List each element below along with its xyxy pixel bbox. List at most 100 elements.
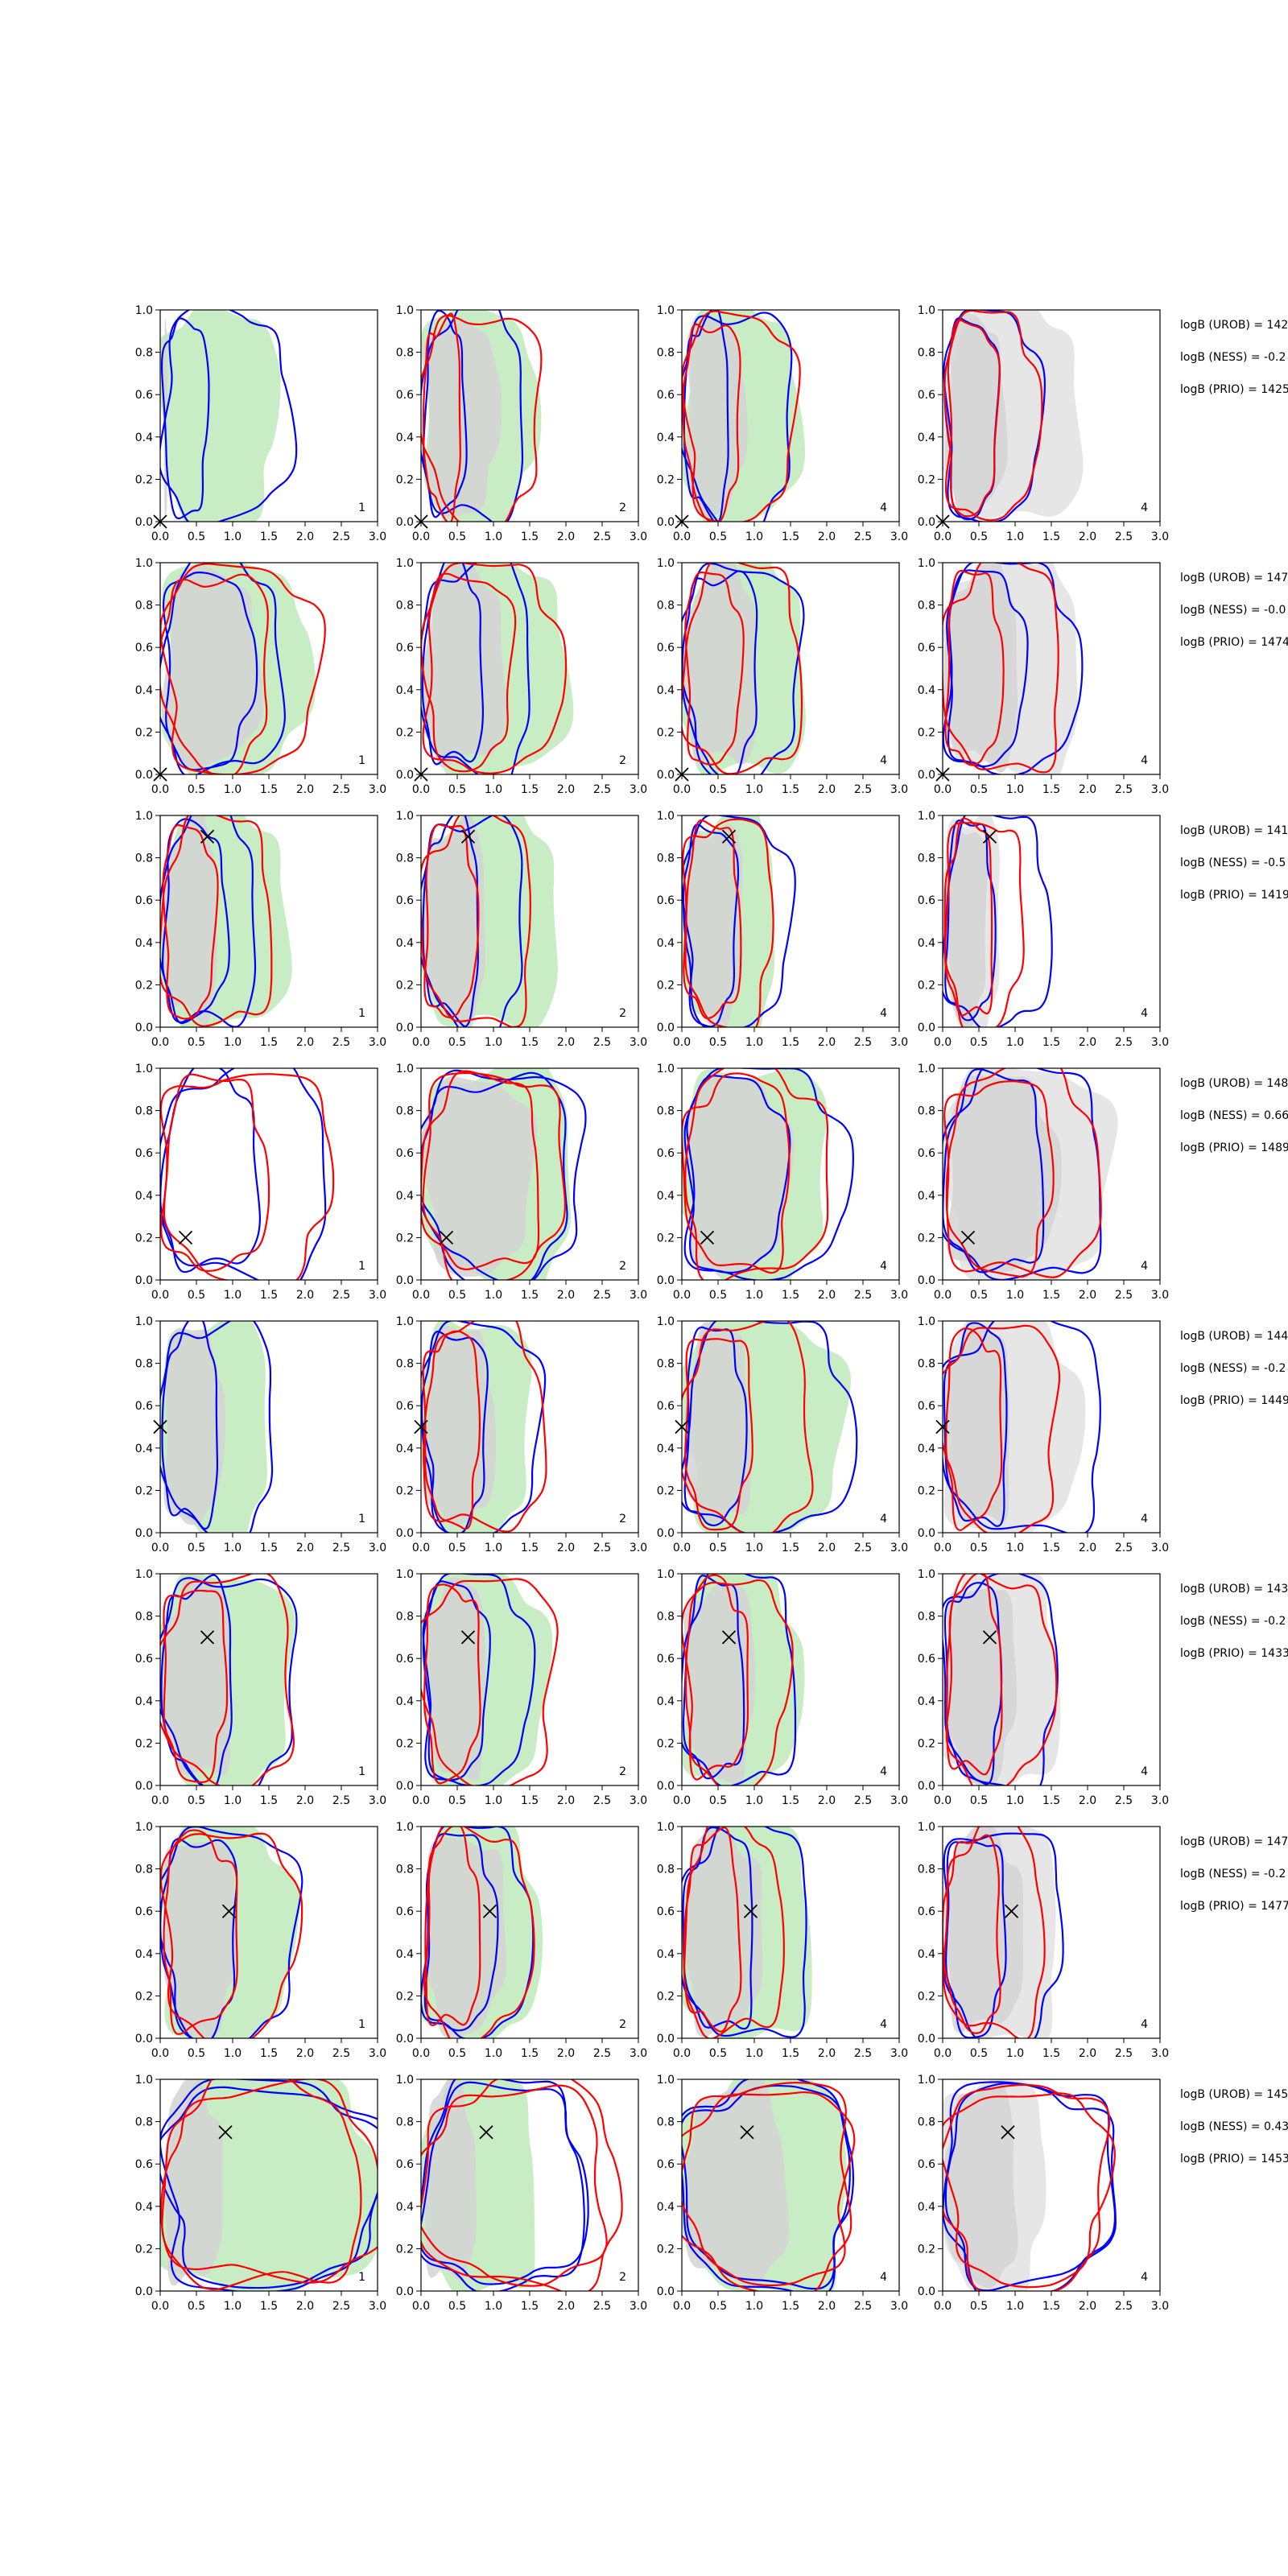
x-tick-label: 0.0	[673, 1036, 691, 1049]
y-tick-label: 0.8	[918, 1864, 935, 1876]
x-tick-label: 0.5	[709, 1542, 727, 1554]
red-contour-outer	[683, 1827, 785, 2038]
grey-density-region	[683, 1322, 751, 1525]
x-tick-label: 1.5	[521, 783, 539, 796]
y-tick-label: 0.4	[396, 1695, 414, 1708]
x-tick-label: 0.5	[970, 2047, 988, 2060]
blue-contour-outer	[421, 2079, 585, 2291]
y-tick-label: 0.0	[135, 1022, 153, 1034]
panel-label: 1	[358, 1765, 365, 1778]
y-tick-label: 0.6	[657, 894, 675, 907]
red-contour-outer	[421, 1578, 559, 1785]
x-tick-label: 1.0	[224, 783, 242, 796]
x-tick-label: 2.5	[332, 783, 350, 796]
x-tick-label: 2.5	[854, 1289, 872, 1302]
x-tick-label: 3.0	[1151, 2047, 1169, 2060]
y-tick-label: 0.4	[918, 937, 935, 950]
logb-annotation: logB (UROB) = 148	[1180, 1077, 1288, 1090]
red-contour-outer	[684, 1068, 829, 1280]
x-tick-label: 1.0	[745, 783, 763, 796]
logb-annotation: logB (UROB) = 147	[1180, 1835, 1288, 1848]
x-tick-label: 1.5	[521, 530, 539, 543]
blue-contour-inner	[943, 1322, 1008, 1527]
x-tick-label: 2.0	[1079, 1542, 1096, 1554]
x-tick-label: 1.5	[521, 1542, 539, 1554]
x-tick-label: 1.5	[260, 783, 278, 796]
x-tick-label: 2.0	[296, 530, 314, 543]
red-contour-inner	[160, 2079, 378, 2284]
red-contour-inner	[945, 1574, 1003, 1776]
y-tick-label: 0.2	[918, 1232, 935, 1245]
grey-density-region	[685, 1075, 795, 1273]
y-tick-label: 0.8	[918, 2116, 935, 2129]
blue-contour-outer	[421, 815, 523, 1027]
grey-density-region	[425, 2079, 477, 2282]
x-tick-label: 2.5	[593, 2047, 611, 2060]
y-tick-label: 0.2	[918, 1737, 935, 1750]
blue-contour-outer	[160, 310, 298, 522]
y-tick-label: 1.0	[396, 1315, 414, 1328]
x-tick-label: 2.0	[296, 1289, 314, 1302]
y-tick-label: 1.0	[657, 304, 675, 317]
y-tick-label: 0.8	[918, 1105, 935, 1118]
red-contour-inner	[421, 572, 517, 773]
x-tick-label: 3.0	[369, 1289, 386, 1302]
y-tick-label: 0.4	[396, 684, 414, 697]
panel-label: 1	[358, 754, 365, 767]
x-tick-label: 2.5	[1115, 2047, 1133, 2060]
x-tick-label: 0.5	[970, 1794, 988, 1807]
y-tick-label: 0.4	[657, 1190, 675, 1203]
red-contour-outer	[160, 1574, 295, 1785]
grey-density-region	[423, 1837, 507, 2038]
y-tick-label: 0.8	[135, 1864, 153, 1876]
x-tick-label: 0.5	[970, 1036, 988, 1049]
y-tick-label: 1.0	[918, 810, 935, 823]
y-tick-label: 0.2	[396, 1232, 414, 1245]
y-tick-label: 0.0	[135, 1274, 153, 1287]
panel-8-3: 0.0 0.5 1.0 1.5 2.0 2.5 3.0 0.0 0.2 0.4 0.6 0.8 1.0 4	[657, 2074, 908, 2313]
y-tick-label: 0.8	[657, 600, 675, 613]
y-tick-label: 0.0	[918, 1527, 935, 1540]
cross-marker	[218, 2125, 233, 2140]
x-tick-label: 2.0	[1079, 530, 1096, 543]
x-tick-label: 2.5	[1115, 1289, 1133, 1302]
y-tick-label: 0.6	[135, 389, 153, 402]
x-tick-label: 1.5	[782, 1289, 799, 1302]
panel-label: 2	[619, 2018, 626, 2031]
panel-label: 2	[619, 1007, 626, 1020]
y-tick-label: 1.0	[918, 304, 935, 317]
x-tick-label: 2.5	[332, 1794, 350, 1807]
panel-1-2: 0.0 0.5 1.0 1.5 2.0 2.5 3.0 0.0 0.2 0.4 0.6 0.8 1.0 2	[396, 304, 647, 543]
red-contour-outer	[945, 1068, 1102, 1278]
panel-6-4: 0.0 0.5 1.0 1.5 2.0 2.5 3.0 0.0 0.2 0.4 0.6 0.8 1.0 4	[918, 1568, 1169, 1807]
red-contour-outer	[682, 563, 803, 774]
y-tick-label: 0.8	[657, 1105, 675, 1118]
x-tick-label: 0.0	[151, 1542, 169, 1554]
cross-marker	[479, 2125, 493, 2140]
x-tick-label: 3.0	[369, 2300, 386, 2313]
blue-contour-outer	[160, 1321, 274, 1533]
y-tick-label: 1.0	[135, 1821, 153, 1834]
y-tick-label: 1.0	[918, 1063, 935, 1075]
x-tick-label: 0.5	[188, 783, 205, 796]
panel-label: 4	[1141, 1260, 1148, 1273]
x-tick-label: 2.5	[593, 1036, 611, 1049]
y-tick-label: 0.4	[918, 1190, 935, 1203]
y-tick-label: 0.4	[396, 2201, 414, 2214]
grey-density-region	[162, 815, 217, 1026]
y-tick-label: 0.4	[396, 937, 414, 950]
panel-1-1: 0.0 0.5 1.0 1.5 2.0 2.5 3.0 0.0 0.2 0.4 0.6 0.8 1.0 1	[135, 304, 386, 543]
panel-label: 4	[1141, 1007, 1148, 1020]
x-tick-label: 0.5	[709, 2047, 727, 2060]
y-tick-label: 0.0	[657, 2285, 675, 2298]
y-tick-label: 0.0	[396, 1274, 414, 1287]
red-contour-outer	[682, 1579, 794, 1785]
x-tick-label: 0.5	[188, 1036, 205, 1049]
x-tick-label: 0.0	[151, 1289, 169, 1302]
x-tick-label: 1.5	[1042, 783, 1060, 796]
y-tick-label: 0.2	[918, 1990, 935, 2003]
red-contour-inner	[423, 1583, 481, 1785]
panel-label: 4	[1141, 2018, 1148, 2031]
x-tick-label: 2.0	[818, 1036, 836, 1049]
y-tick-label: 0.2	[135, 1232, 153, 1245]
